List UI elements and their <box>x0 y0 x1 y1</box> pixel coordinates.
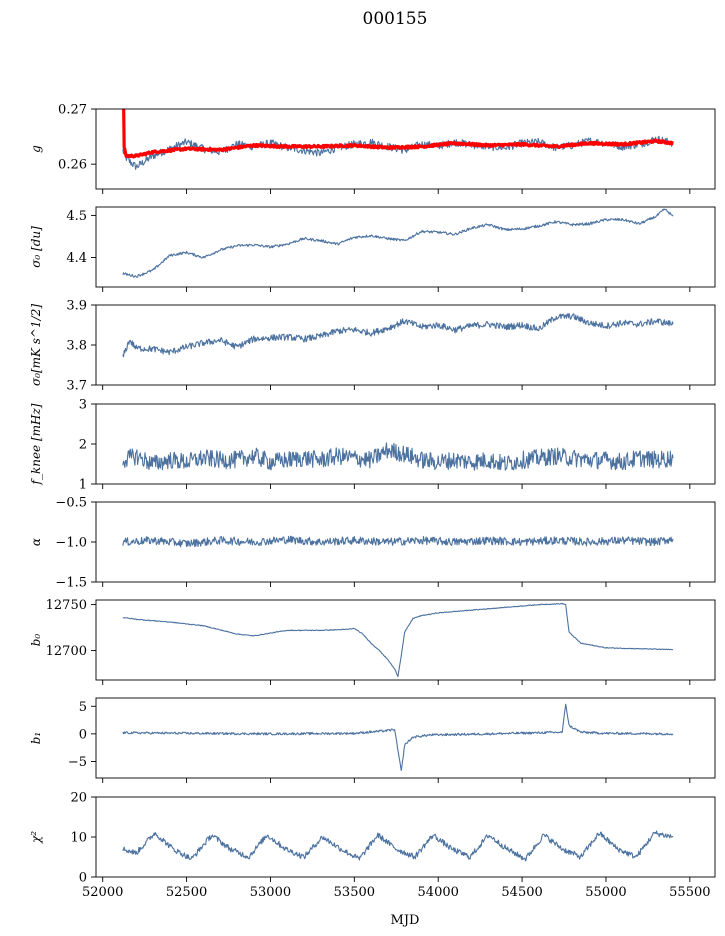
y-axis-label-sigma0_mk: σ₀[mK s^1/2] <box>29 304 43 386</box>
y-tick-label-b1-2: 5 <box>79 700 87 715</box>
axes-frame-g <box>95 108 716 190</box>
panel-sigma0_mk: 3.7 3.8 3.9 σ₀[mK s^1/2] <box>29 299 716 394</box>
series-group-fknee <box>122 442 674 471</box>
axes-frame-fknee <box>95 403 716 485</box>
series-line-chi2-0 <box>122 830 674 862</box>
y-tick-label-b0-1: 12750 <box>46 598 87 613</box>
panels: 0.26 0.27 g 4.4 4.5 σ₀ [du] 3.7 3.8 3.9 σ₀[mK s^1… <box>29 103 716 900</box>
y-tick-label-b0-0: 12700 <box>46 644 87 659</box>
x-tick-label-4: 54000 <box>418 885 459 900</box>
x-axis-label: MJD <box>391 913 420 928</box>
y-tick-label-fknee-2: 3 <box>79 398 87 413</box>
panel-chi2: 0 10 20 52000 52500 53000 53500 54000 54500 55000… <box>29 791 716 900</box>
y-axis-label-chi2: χ² <box>29 831 43 844</box>
x-tick-label-1: 52500 <box>166 885 207 900</box>
y-tick-label-sigma0_du-0: 4.4 <box>66 251 87 266</box>
y-tick-label-alpha-1: −1.0 <box>55 536 87 551</box>
x-tick-label-6: 55000 <box>585 885 626 900</box>
panel-g: 0.26 0.27 g <box>29 103 716 194</box>
series-line-g-1 <box>122 109 674 159</box>
axes-frame-sigma0_du <box>95 206 716 288</box>
y-tick-label-chi2-0: 0 <box>79 871 87 886</box>
y-tick-label-sigma0_mk-0: 3.7 <box>66 379 87 394</box>
y-tick-label-g-0: 0.26 <box>58 158 87 173</box>
x-tick-label-0: 52000 <box>82 885 123 900</box>
y-tick-label-sigma0_mk-2: 3.9 <box>66 299 87 314</box>
series-line-alpha-0 <box>122 535 674 548</box>
x-tick-label-7: 55500 <box>669 885 710 900</box>
x-tick-label-3: 53500 <box>334 885 375 900</box>
series-group-chi2 <box>122 830 674 862</box>
x-tick-label-2: 53000 <box>250 885 291 900</box>
panel-b1: −5 0 5 b₁ <box>29 697 716 783</box>
series-group-alpha <box>122 535 674 548</box>
series-group-sigma0_du <box>122 208 674 278</box>
series-line-b1-0 <box>122 703 674 772</box>
series-line-sigma0_mk-0 <box>122 312 674 358</box>
y-axis-label-b0: b₀ <box>29 634 43 647</box>
y-tick-label-fknee-1: 2 <box>79 438 87 453</box>
y-tick-label-b1-1: 0 <box>79 727 87 742</box>
series-group-g <box>122 109 674 170</box>
axes-frame-b1 <box>95 697 716 779</box>
y-axis-label-b1: b₁ <box>29 732 43 745</box>
y-tick-label-b1-0: −5 <box>68 755 87 770</box>
y-tick-label-chi2-1: 10 <box>70 831 87 846</box>
y-tick-label-fknee-0: 1 <box>79 478 87 493</box>
y-axis-label-g: g <box>29 145 43 153</box>
panel-alpha: −1.5 −1.0 −0.5 α <box>29 496 716 591</box>
series-group-b1 <box>122 703 674 772</box>
axes-frame-b0 <box>95 599 716 681</box>
series-line-sigma0_du-0 <box>122 208 674 278</box>
y-tick-label-sigma0_du-1: 4.5 <box>66 209 87 224</box>
panel-b0: 12700 12750 b₀ <box>29 598 716 685</box>
x-tick-label-5: 54500 <box>501 885 542 900</box>
figure-title: 000155 <box>363 9 428 29</box>
y-axis-label-alpha: α <box>29 538 43 546</box>
y-axis-label-fknee: f_knee [mHz] <box>29 403 43 485</box>
y-tick-label-sigma0_mk-1: 3.8 <box>66 339 87 354</box>
panel-sigma0_du: 4.4 4.5 σ₀ [du] <box>29 206 716 292</box>
axes-frame-chi2 <box>95 796 716 878</box>
y-tick-label-g-1: 0.27 <box>58 103 87 118</box>
series-group-b0 <box>122 602 674 678</box>
y-axis-label-sigma0_du: σ₀ [du] <box>29 226 43 268</box>
series-line-b0-0 <box>122 602 674 678</box>
series-line-fknee-0 <box>122 442 674 471</box>
series-group-sigma0_mk <box>122 312 674 358</box>
y-tick-label-alpha-2: −0.5 <box>55 496 87 511</box>
panel-fknee: 1 2 3 f_knee [mHz] <box>29 398 716 493</box>
y-tick-label-alpha-0: −1.5 <box>55 576 87 591</box>
y-tick-label-chi2-2: 20 <box>70 791 87 806</box>
